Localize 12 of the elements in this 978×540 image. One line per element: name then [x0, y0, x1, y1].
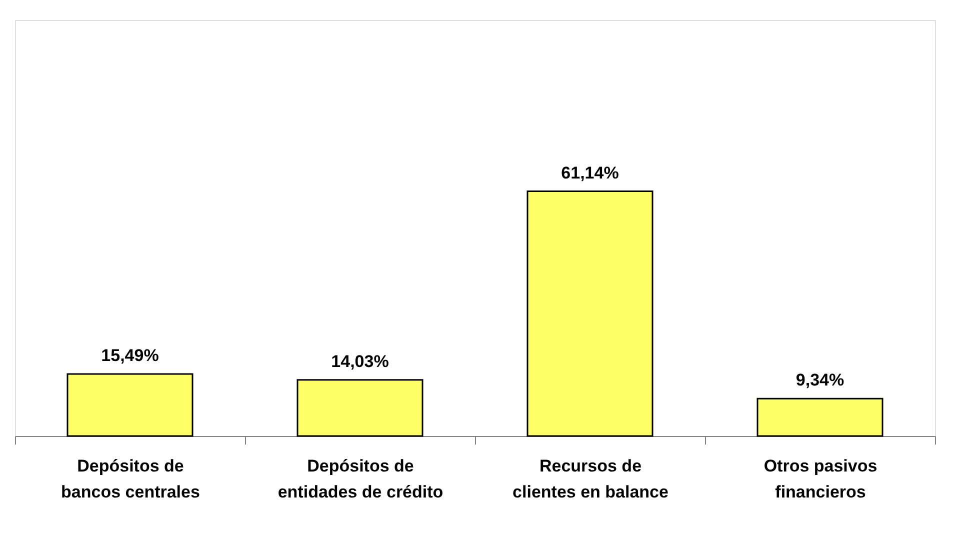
bar [296, 379, 424, 437]
x-tick-label: Otros pasivos financieros [764, 456, 878, 502]
data-label: 14,03% [331, 352, 389, 371]
data-label: 61,14% [561, 163, 619, 182]
x-tick-label: Depósitos de entidades de crédito [278, 456, 444, 502]
data-label: 9,34% [796, 370, 844, 390]
bar [66, 373, 194, 437]
bar [756, 398, 884, 437]
x-tick-label: Depósitos de bancos centrales [61, 456, 200, 502]
data-label: 15,49% [101, 346, 159, 366]
bar [526, 190, 654, 437]
x-tick-label: Recursos de clientes en balance [512, 456, 668, 502]
